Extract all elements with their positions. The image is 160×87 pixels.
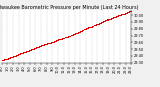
Title: Milwaukee Barometric Pressure per Minute (Last 24 Hours): Milwaukee Barometric Pressure per Minute… bbox=[0, 5, 139, 10]
